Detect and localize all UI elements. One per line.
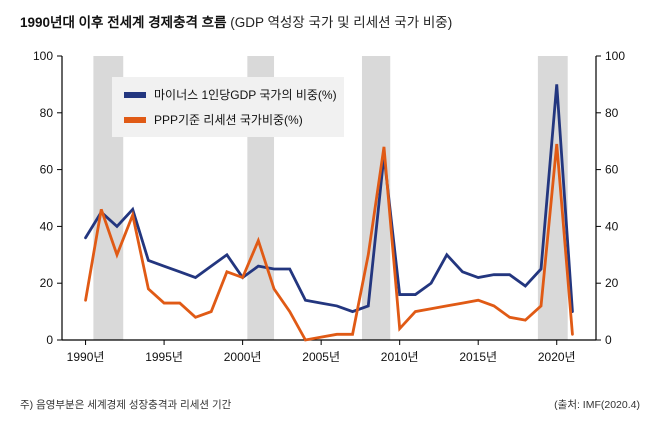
y-axis-label-right: 20 — [605, 276, 619, 290]
chart-legend: 마이너스 1인당GDP 국가의 비중(%) PPP기준 리세션 국가비중(%) — [112, 77, 344, 137]
y-axis-label-right: 100 — [605, 49, 625, 63]
source-note: (출처: IMF(2020.4) — [554, 399, 640, 411]
x-axis-label: 2000년 — [224, 350, 262, 364]
series-line-0 — [84, 84, 574, 314]
y-axis-label-right: 40 — [605, 219, 619, 233]
y-axis-label-left: 100 — [33, 49, 53, 63]
y-axis-label-right: 0 — [605, 333, 612, 347]
y-axis-label-left: 40 — [40, 219, 54, 233]
x-axis-label: 1995년 — [145, 350, 183, 364]
y-axis-label-left: 0 — [46, 333, 53, 347]
legend-item-negative-gdp: 마이너스 1인당GDP 국가의 비중(%) — [124, 86, 337, 103]
chart-title: 1990년대 이후 전세계 경제충격 흐름 (GDP 역성장 국가 및 리세션 … — [0, 0, 660, 32]
y-axis-label-left: 60 — [40, 163, 54, 177]
series-line-1 — [84, 143, 574, 342]
chart-title-sub: (GDP 역성장 국가 및 리세션 국가 비중) — [226, 15, 453, 30]
chart-footer: 주) 음영부분은 세계경제 성장충격과 리세션 기간 (출처: IMF(2020… — [0, 389, 660, 412]
y-axis-label-left: 20 — [40, 276, 54, 290]
y-axis-label-right: 60 — [605, 163, 619, 177]
x-axis-label: 2020년 — [538, 350, 576, 364]
x-axis-label: 1990년 — [67, 350, 105, 364]
orange-line-marker — [124, 116, 146, 123]
legend-item-ppp-recession: PPP기준 리세션 국가비중(%) — [124, 111, 332, 128]
footnote: 주) 음영부분은 세계경제 성장충격과 리세션 기간 — [20, 399, 232, 411]
x-axis-label: 2010년 — [381, 350, 419, 364]
navy-line-marker — [124, 91, 146, 98]
y-axis-label-left: 80 — [40, 106, 54, 120]
legend-label-ppp-recession: PPP기준 리세션 국가비중(%) — [154, 113, 303, 127]
legend-label-negative-gdp: 마이너스 1인당GDP 국가의 비중(%) — [154, 88, 337, 102]
x-axis-label: 2015년 — [459, 350, 497, 364]
y-axis-label-right: 80 — [605, 106, 619, 120]
chart-title-main: 1990년대 이후 전세계 경제충격 흐름 — [20, 15, 227, 30]
chart-area: 0 0 20 20 40 40 60 60 80 80 100 100 1990년 1995년 2000년 2… — [0, 44, 660, 389]
x-axis-label: 2005년 — [302, 350, 340, 364]
